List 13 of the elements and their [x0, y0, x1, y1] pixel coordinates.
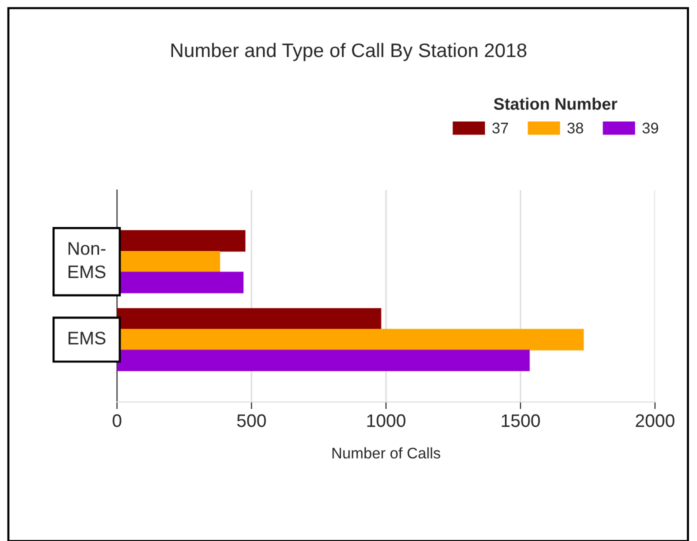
legend-title: Station Number [494, 98, 618, 110]
y-tick-label: EMS [68, 332, 106, 344]
x-axis-title: Number of Calls [332, 447, 440, 459]
legend-label: 37 [492, 122, 508, 134]
x-tick-label: 1000 [367, 414, 406, 428]
chart-title: Number and Type of Call By Station 2018 [171, 42, 526, 62]
x-tick-label: 0 [112, 414, 122, 428]
y-tick-label: Non-EMS [68, 242, 106, 278]
x-tick-label: 500 [237, 414, 266, 428]
legend-label: 39 [642, 122, 658, 134]
x-tick-label: 1500 [502, 414, 540, 428]
legend-label: 38 [567, 122, 584, 134]
x-tick-label: 2000 [636, 414, 674, 428]
